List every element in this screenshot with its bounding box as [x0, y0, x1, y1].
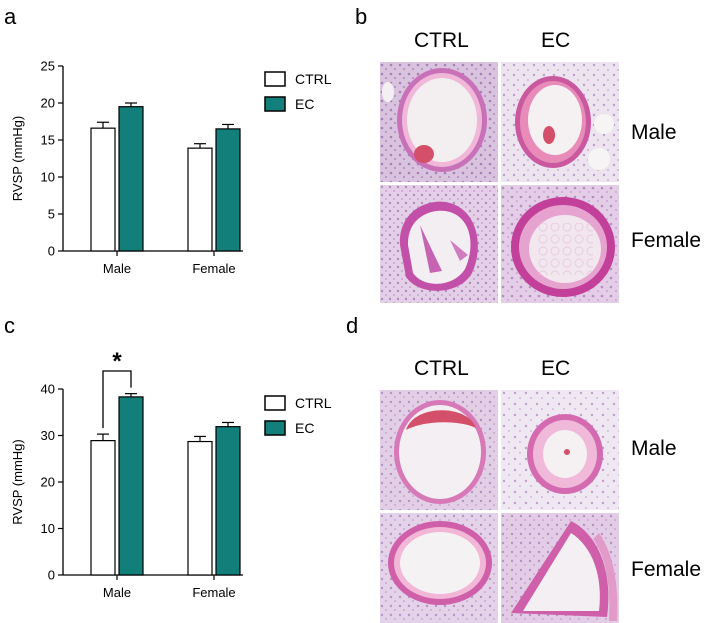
hist-b-tile-male-ctrl [380, 62, 498, 182]
bar-ec-male [118, 396, 144, 576]
hist-d-tile-male-ctrl [380, 390, 498, 510]
hist-b-tile-female-ctrl [380, 185, 498, 303]
y-tick-label: 40 [41, 382, 55, 397]
legend-label-ctrl: CTRL [295, 71, 332, 87]
hist-b-row-label-female: Female [631, 229, 702, 252]
significance-star: * [112, 348, 122, 375]
legend-swatch-ec [264, 96, 286, 112]
significance-bracket [102, 370, 132, 429]
x-tick-label: Male [103, 585, 131, 600]
legend-swatch-ec [264, 420, 286, 436]
hist-b-tile-female-ec [501, 185, 619, 303]
bar-ec-male [118, 106, 144, 252]
bar-ec-female [215, 426, 241, 576]
hist-d-col-label-ec: EC [541, 357, 571, 380]
bar-ctrl-male [90, 127, 116, 252]
legend-label-ec: EC [295, 96, 314, 112]
hist-d-tile-female-ec [501, 513, 619, 623]
bar-ctrl-female [187, 147, 213, 252]
hist-d-row-label-male: Male [631, 437, 677, 460]
y-tick-label: 15 [41, 133, 55, 148]
x-tick-label: Male [103, 261, 131, 276]
panel-letter-a: a [4, 4, 17, 29]
y-axis-label: RVSP (mmHg) [10, 439, 25, 524]
legend-swatch-ctrl [264, 71, 286, 87]
y-tick-label: 5 [48, 207, 55, 222]
y-tick-label: 20 [41, 475, 55, 490]
hist-d-row-label-female: Female [631, 558, 702, 581]
bar-ctrl-male [90, 440, 116, 576]
panel-letter-b: b [355, 4, 368, 29]
legend-swatch-ctrl [264, 395, 286, 411]
legend-label-ctrl: CTRL [295, 395, 332, 411]
bar-ec-female [215, 128, 241, 252]
bar-ctrl-female [187, 440, 213, 576]
legend-label-ec: EC [295, 420, 314, 436]
hist-b-tile-male-ec [501, 62, 619, 182]
hist-d-col-label-ctrl: CTRL [414, 357, 469, 380]
y-tick-label: 25 [41, 59, 55, 74]
y-tick-label: 20 [41, 96, 55, 111]
panel-letter-c: c [4, 313, 15, 338]
y-tick-label: 0 [48, 244, 55, 259]
hist-b-col-label-ec: EC [541, 29, 571, 52]
hist-d-tile-female-ctrl [380, 513, 498, 623]
y-tick-label: 30 [41, 428, 55, 443]
x-tick-label: Female [192, 585, 235, 600]
hist-b-row-label-male: Male [631, 121, 677, 144]
y-tick-label: 10 [41, 170, 55, 185]
y-tick-label: 10 [41, 521, 55, 536]
hist-d-tile-male-ec [501, 390, 619, 510]
y-axis-label: RVSP (mmHg) [10, 116, 25, 201]
panel-letter-d: d [346, 313, 359, 338]
y-tick-label: 0 [48, 568, 55, 583]
x-tick-label: Female [192, 261, 235, 276]
hist-b-col-label-ctrl: CTRL [414, 29, 469, 52]
